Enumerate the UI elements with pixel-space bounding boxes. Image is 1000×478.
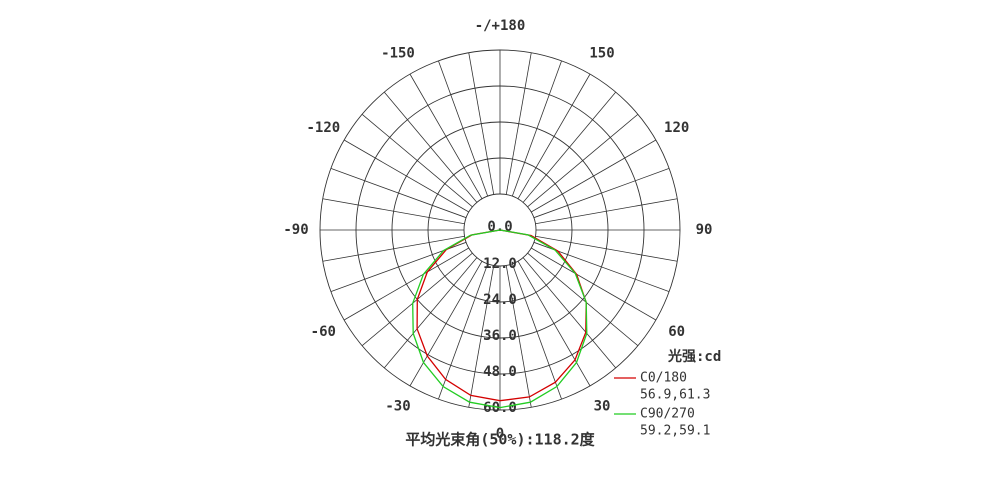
radial-tick-label: 12.0: [483, 256, 517, 272]
angle-tick-label: -120: [306, 120, 340, 136]
angle-tick-label: 150: [589, 45, 614, 61]
legend-title: 光强:cd: [667, 348, 721, 365]
angle-tick-label: 30: [594, 399, 611, 415]
radial-grid-circle: [463, 193, 537, 267]
angle-tick-label: -/+180: [475, 18, 526, 34]
series-line: [416, 229, 587, 402]
footer: 平均光束角(50%):118.2度: [405, 431, 595, 449]
radial-tick-label: 36.0: [483, 328, 517, 344]
series-line: [412, 229, 588, 409]
angle-tick-label: -90: [283, 222, 308, 238]
radial-tick-label: 48.0: [483, 364, 517, 380]
legend-stats: 56.9,61.3: [640, 388, 710, 403]
angle-tick-label: -60: [311, 324, 336, 340]
legend-label: C90/270: [640, 407, 695, 422]
legend-label: C0/180: [640, 371, 687, 386]
radial-grid-circle: [427, 157, 573, 303]
radial-tick-label: 24.0: [483, 292, 517, 308]
angle-tick-label: 120: [664, 120, 689, 136]
radial-grid-circle: [391, 121, 609, 339]
angle-tick-label: -150: [381, 45, 415, 61]
angle-tick-label: 60: [668, 324, 685, 340]
radial-tick-label: 0.0: [487, 219, 512, 235]
radial-grid-circle: [319, 49, 681, 411]
legend-stats: 59.2,59.1: [640, 424, 710, 439]
angle-tick-label: -30: [385, 399, 410, 415]
radial-grid-circle: [355, 85, 645, 375]
angle-tick-label: 90: [696, 222, 713, 238]
angle-tick-label: 0: [496, 426, 504, 442]
